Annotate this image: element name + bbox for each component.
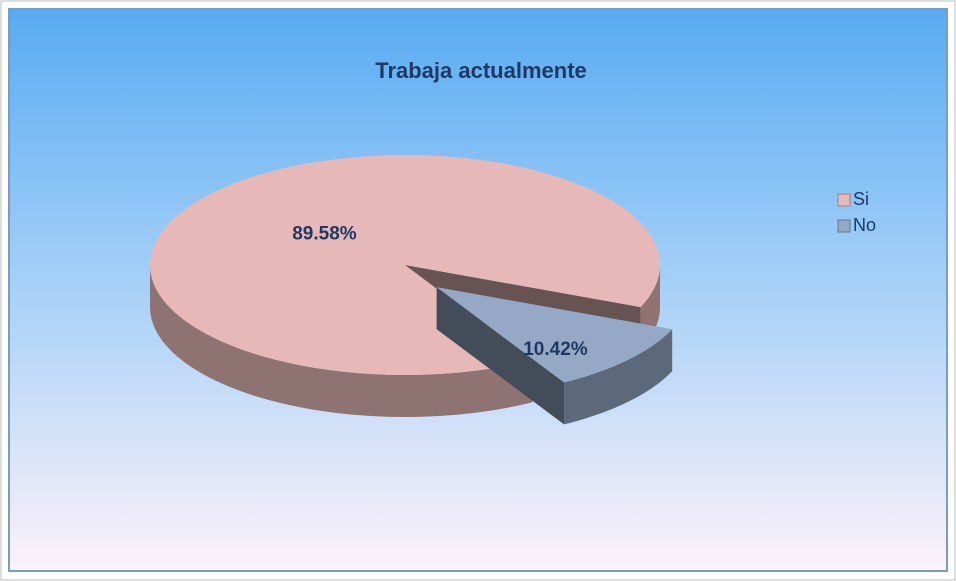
slice-side [436,287,565,425]
slice-side [564,329,673,425]
slice [150,155,661,376]
slice [436,287,673,383]
data-label: 89.58% [292,224,357,245]
legend-swatch [837,193,851,207]
data-label: 10.42% [523,339,588,360]
legend-swatch [837,219,851,233]
legend-label: No [853,215,876,235]
chart-title: Trabaja actualmente [375,58,587,83]
legend-label: Si [853,189,869,209]
slice-side [150,265,533,417]
